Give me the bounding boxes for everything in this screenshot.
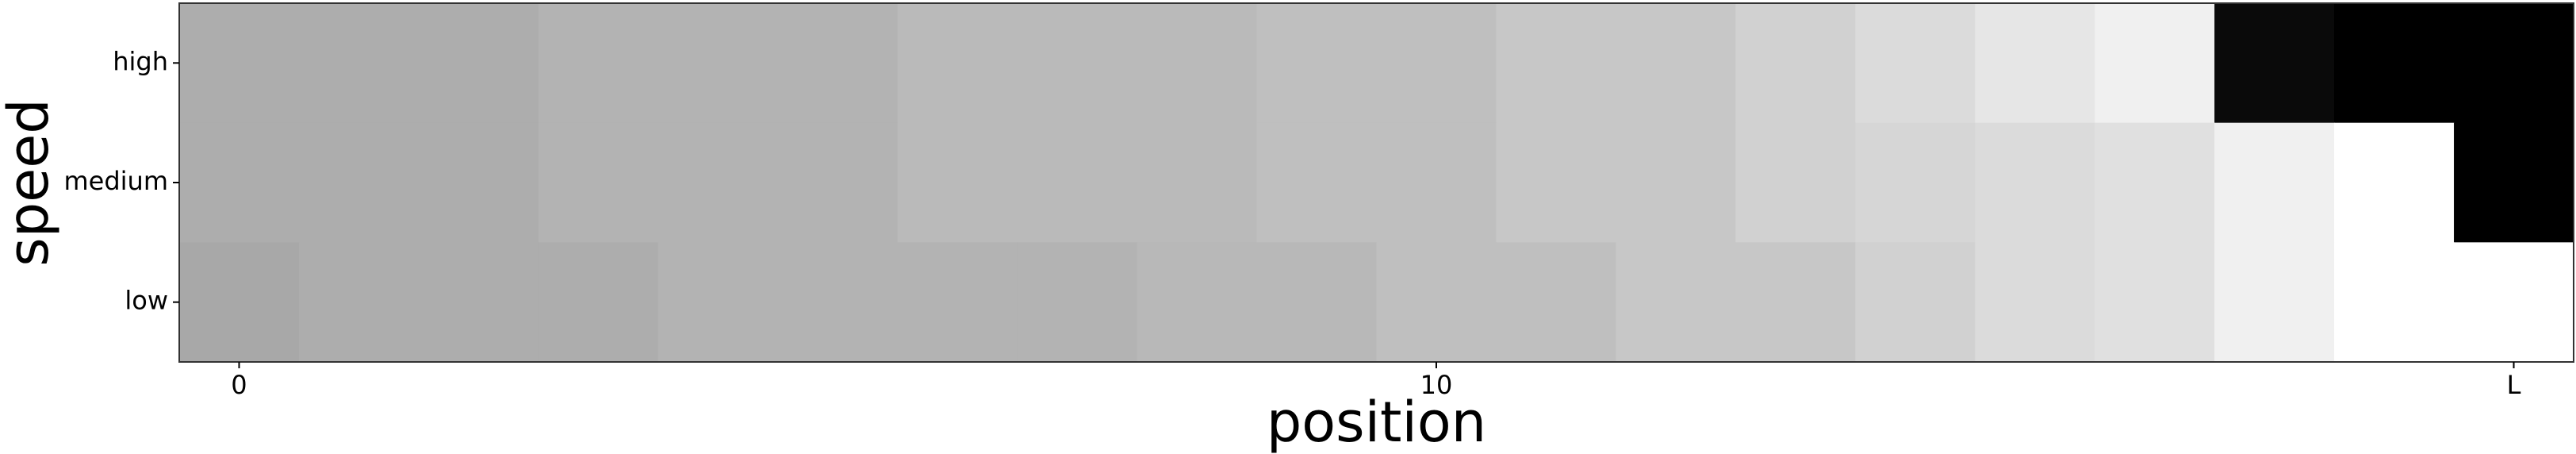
- heatmap-cell-medium-1: [298, 122, 420, 243]
- heatmap-cell-medium-9: [1256, 122, 1378, 243]
- heatmap-cell-medium-8: [1137, 122, 1258, 243]
- heatmap-cell-high-10: [1376, 3, 1497, 124]
- heatmap-cell-low-2: [418, 242, 539, 363]
- heatmap-cell-medium-18: [2334, 122, 2455, 243]
- heatmap-cell-low-5: [777, 242, 899, 363]
- heatmap-cell-medium-7: [1017, 122, 1138, 243]
- heatmap-cell-low-4: [657, 242, 779, 363]
- heatmap-cell-medium-17: [2214, 122, 2335, 243]
- x-tick-label-L: L: [2507, 370, 2521, 400]
- heatmap-cell-high-8: [1137, 3, 1258, 124]
- y-tick-label-low: low: [125, 286, 168, 316]
- heatmap-cell-medium-12: [1616, 122, 1736, 243]
- heatmap-cell-low-8: [1137, 242, 1258, 363]
- heatmap-cell-medium-15: [1975, 122, 2095, 243]
- heatmap-cell-high-12: [1616, 3, 1736, 124]
- y-tick-label-medium: medium: [63, 166, 168, 196]
- heatmap-cell-low-14: [1855, 242, 1976, 363]
- heatmap-cell-medium-13: [1735, 122, 1856, 243]
- heatmap-cell-medium-4: [657, 122, 779, 243]
- heatmap-cell-low-1: [298, 242, 420, 363]
- heatmap-cell-high-4: [657, 3, 779, 124]
- heatmap-cell-low-13: [1735, 242, 1856, 363]
- heatmap-cell-low-9: [1256, 242, 1378, 363]
- heatmap-cell-medium-6: [897, 122, 1018, 243]
- heatmap-cell-high-17: [2214, 3, 2335, 124]
- heatmap-cell-low-11: [1496, 242, 1616, 363]
- heatmap-cell-medium-14: [1855, 122, 1976, 243]
- heatmap-cell-low-16: [2095, 242, 2215, 363]
- heatmap-cell-medium-16: [2095, 122, 2215, 243]
- heatmap-cell-high-13: [1735, 3, 1856, 124]
- y-axis: high medium low: [63, 46, 179, 316]
- heatmap-cell-medium-11: [1496, 122, 1616, 243]
- y-axis-title: speed: [0, 98, 61, 266]
- heatmap-cell-low-15: [1975, 242, 2095, 363]
- heatmap-cell-high-6: [897, 3, 1018, 124]
- x-tick-label-0: 0: [231, 370, 247, 400]
- heatmap-cell-high-16: [2095, 3, 2215, 124]
- heatmap-cell-high-2: [418, 3, 539, 124]
- heatmap-cell-high-0: [179, 3, 300, 124]
- heatmap-cell-high-14: [1855, 3, 1976, 124]
- heatmap-cell-low-19: [2454, 242, 2574, 363]
- heatmap-cell-high-3: [538, 3, 659, 124]
- heatmap-cell-low-3: [538, 242, 659, 363]
- heatmap-cell-low-17: [2214, 242, 2335, 363]
- heatmap-cell-medium-2: [418, 122, 539, 243]
- heatmap-cell-medium-19: [2454, 122, 2574, 243]
- x-axis-title: position: [1267, 390, 1486, 454]
- heatmap-cell-low-10: [1376, 242, 1497, 363]
- x-axis: 0 10 L: [231, 362, 2521, 400]
- heatmap-cell-high-19: [2454, 3, 2574, 124]
- heatmap-cell-high-18: [2334, 3, 2455, 124]
- heatmap-cell-high-15: [1975, 3, 2095, 124]
- heatmap-cell-high-5: [777, 3, 899, 124]
- heatmap-cell-high-11: [1496, 3, 1616, 124]
- heatmap-cell-medium-3: [538, 122, 659, 243]
- x-tick-label-10: 10: [1420, 370, 1453, 400]
- heatmap-cell-high-1: [298, 3, 420, 124]
- heatmap-cell-high-7: [1017, 3, 1138, 124]
- heatmap-cell-medium-5: [777, 122, 899, 243]
- y-tick-label-high: high: [113, 46, 168, 76]
- heatmap-cell-medium-10: [1376, 122, 1497, 243]
- heatmap-cells: [179, 3, 2574, 363]
- heatmap-cell-low-6: [897, 242, 1018, 363]
- heatmap-cell-low-12: [1616, 242, 1736, 363]
- heatmap-cell-medium-0: [179, 122, 300, 243]
- heatmap-cell-high-9: [1256, 3, 1378, 124]
- heatmap-cell-low-18: [2334, 242, 2455, 363]
- heatmap-cell-low-7: [1017, 242, 1138, 363]
- heatmap-cell-low-0: [179, 242, 300, 363]
